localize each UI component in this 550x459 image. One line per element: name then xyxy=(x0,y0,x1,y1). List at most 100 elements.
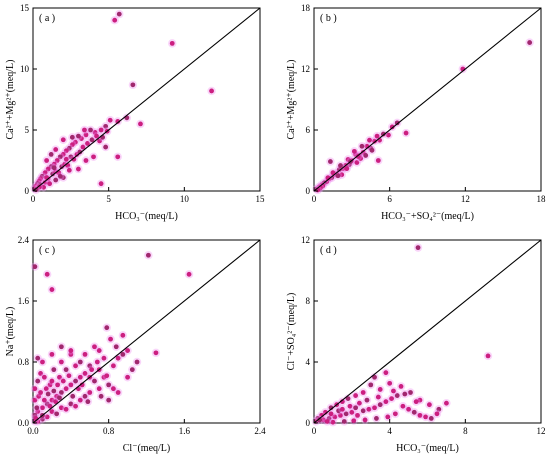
data-point xyxy=(76,166,81,172)
data-point xyxy=(73,378,78,384)
x-tick-label: 0.8 xyxy=(103,426,115,436)
data-point xyxy=(44,414,50,420)
data-point xyxy=(380,131,386,137)
data-point xyxy=(82,127,87,133)
data-point xyxy=(40,405,45,411)
data-point xyxy=(71,156,77,162)
data-point xyxy=(32,386,38,392)
x-axis-label: Cl⁻(meq/L) xyxy=(123,443,171,454)
data-point xyxy=(97,138,102,144)
data-point xyxy=(106,397,112,403)
data-point xyxy=(89,137,95,143)
data-point xyxy=(63,406,69,412)
y-axis-label: Ca²⁺+Mg²⁺(meq/L) xyxy=(5,60,16,140)
data-point xyxy=(83,158,89,163)
data-point xyxy=(353,405,359,411)
data-point xyxy=(335,173,341,179)
data-point xyxy=(87,390,93,395)
data-point xyxy=(138,121,143,127)
data-point xyxy=(110,363,116,369)
data-point xyxy=(374,416,379,421)
x-axis-label: HCO₃⁻(meq/L) xyxy=(115,211,178,222)
data-point xyxy=(328,411,334,417)
data-point xyxy=(82,393,88,399)
panel-label: ( c ) xyxy=(39,245,55,256)
data-point xyxy=(35,355,41,361)
data-point xyxy=(41,397,47,403)
data-point xyxy=(113,344,119,350)
x-tick-label: 0.0 xyxy=(27,426,39,436)
reference-line xyxy=(313,7,542,192)
data-point xyxy=(134,359,140,365)
data-point xyxy=(428,416,434,421)
x-tick-label: 0 xyxy=(312,426,317,436)
data-point xyxy=(330,419,336,425)
data-point xyxy=(368,382,374,388)
data-point xyxy=(73,403,78,409)
data-point xyxy=(129,367,135,373)
x-tick-label: 12 xyxy=(461,194,470,204)
data-point xyxy=(51,165,57,171)
data-point xyxy=(44,271,50,277)
data-point xyxy=(69,134,75,140)
data-point xyxy=(69,142,75,148)
x-tick-label: 12 xyxy=(537,426,546,436)
data-point xyxy=(411,409,417,415)
data-point xyxy=(68,351,74,357)
data-point xyxy=(375,158,381,163)
data-point xyxy=(426,402,432,408)
data-point xyxy=(94,133,99,139)
data-point xyxy=(324,419,330,424)
data-point xyxy=(32,264,38,270)
data-point xyxy=(42,180,48,185)
data-point xyxy=(116,11,122,17)
x-tick-label: 1.6 xyxy=(179,426,191,436)
data-point xyxy=(372,405,377,411)
data-point xyxy=(394,393,400,398)
data-point xyxy=(355,412,360,418)
data-point xyxy=(38,390,43,395)
data-point xyxy=(107,117,113,123)
data-point xyxy=(57,173,63,179)
data-point xyxy=(145,252,151,258)
x-tick-label: 5 xyxy=(106,194,111,204)
data-point xyxy=(49,409,55,414)
data-point xyxy=(88,127,93,133)
data-point xyxy=(406,406,411,412)
data-point xyxy=(85,141,90,146)
data-point xyxy=(391,388,396,394)
reference-line xyxy=(32,239,261,424)
data-point xyxy=(120,332,126,338)
data-point xyxy=(336,167,342,173)
data-point xyxy=(40,416,45,422)
panel-d: 0 4 8 12 0 4 8 12 ( d ) HCO₃⁻(meq/L) Cl⁻+SO₄²⁻(meq… xyxy=(286,235,546,454)
data-point xyxy=(408,390,413,395)
data-point xyxy=(130,82,136,88)
data-point xyxy=(327,159,333,164)
data-point xyxy=(91,154,96,160)
reference-line xyxy=(313,239,542,424)
data-point xyxy=(35,409,41,414)
panel-c: 0.0 0.8 1.6 2.4 0.0 0.8 1.6 2.4 ( c ) Cl⁻(meq/L) N… xyxy=(5,235,266,454)
data-point xyxy=(339,172,345,178)
x-tick-label: 2.4 xyxy=(254,426,266,436)
data-point xyxy=(338,412,343,418)
data-point xyxy=(387,380,393,386)
data-point xyxy=(400,403,406,409)
data-point xyxy=(415,245,421,251)
data-point xyxy=(369,147,375,153)
data-point xyxy=(413,399,419,405)
data-point xyxy=(63,156,69,162)
data-point xyxy=(94,359,100,365)
data-point xyxy=(32,397,38,403)
y-tick-label: 18 xyxy=(301,3,311,13)
data-point xyxy=(49,351,55,357)
data-point xyxy=(120,351,126,357)
data-point xyxy=(363,153,369,158)
data-point xyxy=(66,373,72,379)
data-point xyxy=(364,397,370,403)
data-point xyxy=(60,137,66,143)
data-point xyxy=(389,396,394,401)
y-tick-label: 12 xyxy=(301,64,310,74)
